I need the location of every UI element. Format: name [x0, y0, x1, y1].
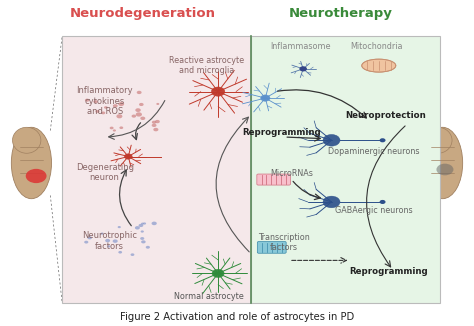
Circle shape [117, 114, 122, 118]
Text: Reactive astrocyte
and microglia: Reactive astrocyte and microglia [169, 56, 244, 75]
Circle shape [155, 120, 160, 123]
Text: Dopaminergic neurons: Dopaminergic neurons [328, 147, 420, 156]
Circle shape [104, 106, 108, 109]
Ellipse shape [12, 127, 41, 153]
Ellipse shape [424, 127, 452, 153]
Circle shape [323, 196, 340, 208]
Circle shape [437, 164, 454, 175]
Circle shape [156, 103, 159, 105]
Text: Normal astrocyte: Normal astrocyte [174, 291, 244, 301]
Text: Figure 2 Activation and role of astrocytes in PD: Figure 2 Activation and role of astrocyt… [120, 312, 354, 322]
Circle shape [101, 111, 105, 114]
Circle shape [119, 126, 123, 129]
Circle shape [107, 245, 110, 247]
Circle shape [132, 114, 136, 118]
Text: Neurodegeneration: Neurodegeneration [70, 7, 216, 20]
Circle shape [130, 253, 135, 256]
Circle shape [135, 108, 141, 112]
FancyBboxPatch shape [251, 37, 440, 303]
Circle shape [138, 224, 143, 227]
Text: Inflammasome: Inflammasome [271, 42, 331, 51]
Circle shape [153, 128, 158, 131]
FancyBboxPatch shape [257, 242, 286, 253]
Ellipse shape [11, 127, 52, 199]
Circle shape [141, 240, 146, 244]
Circle shape [113, 129, 116, 132]
Circle shape [139, 103, 144, 106]
Circle shape [140, 117, 146, 120]
Circle shape [84, 241, 88, 244]
Circle shape [100, 232, 104, 235]
Circle shape [118, 226, 121, 228]
Circle shape [118, 251, 122, 254]
FancyBboxPatch shape [257, 174, 291, 185]
Circle shape [301, 67, 306, 71]
Circle shape [113, 104, 118, 108]
Text: GABAergic neurons: GABAergic neurons [335, 206, 413, 215]
Text: Transcription
factors: Transcription factors [258, 233, 310, 252]
Text: Neurotherapy: Neurotherapy [289, 7, 393, 20]
Circle shape [124, 154, 132, 159]
Circle shape [380, 200, 385, 204]
Circle shape [118, 102, 124, 106]
Text: Reprogramming: Reprogramming [243, 128, 321, 137]
Circle shape [146, 246, 150, 249]
Circle shape [380, 138, 385, 142]
Ellipse shape [422, 127, 463, 199]
Circle shape [211, 87, 225, 96]
Circle shape [85, 99, 90, 102]
Circle shape [87, 236, 92, 239]
Circle shape [26, 169, 46, 183]
Text: Reprogramming: Reprogramming [349, 267, 428, 276]
Text: Neurotrophic
factors: Neurotrophic factors [82, 231, 137, 251]
Circle shape [152, 121, 156, 124]
Circle shape [113, 239, 118, 243]
Text: Neuroprotection: Neuroprotection [346, 111, 426, 120]
Text: Inflammatory
cytokines
and ROS: Inflammatory cytokines and ROS [76, 86, 133, 116]
Circle shape [323, 134, 340, 146]
Circle shape [141, 223, 144, 225]
Circle shape [95, 110, 100, 113]
Circle shape [109, 126, 114, 129]
Circle shape [300, 66, 307, 71]
Circle shape [140, 237, 144, 240]
Circle shape [136, 112, 142, 117]
Circle shape [105, 239, 110, 242]
Text: Mitochondria: Mitochondria [350, 42, 403, 51]
Circle shape [137, 91, 142, 94]
Circle shape [152, 124, 156, 127]
Circle shape [93, 100, 98, 103]
FancyBboxPatch shape [62, 37, 251, 303]
Ellipse shape [362, 59, 396, 72]
Circle shape [212, 269, 224, 277]
Text: Degenerating
neuron: Degenerating neuron [76, 163, 134, 183]
Circle shape [135, 226, 140, 230]
Circle shape [141, 230, 144, 233]
Circle shape [143, 222, 146, 225]
Circle shape [152, 222, 157, 225]
Text: MicroRNAs: MicroRNAs [270, 169, 313, 178]
Circle shape [261, 95, 270, 101]
